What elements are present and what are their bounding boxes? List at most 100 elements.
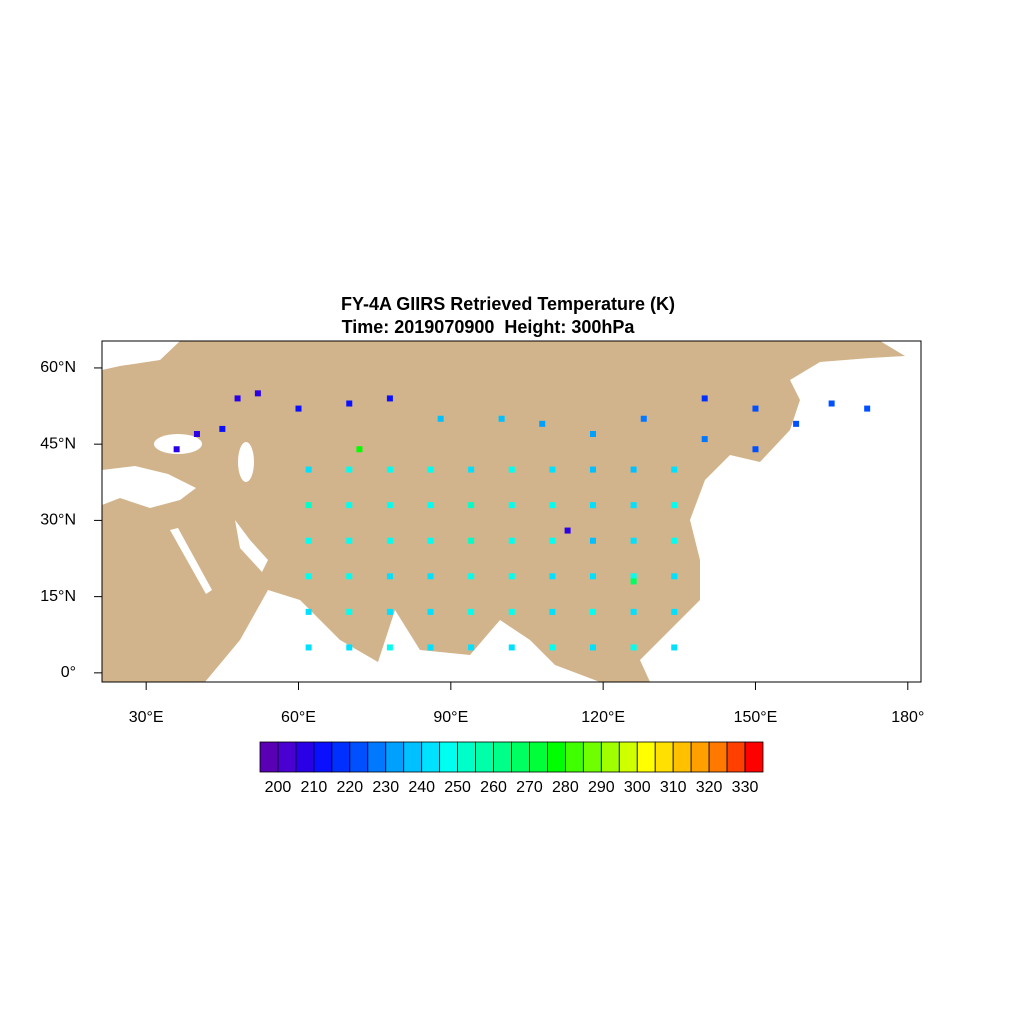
data-point bbox=[701, 436, 708, 443]
data-point bbox=[386, 644, 393, 651]
data-point bbox=[630, 578, 637, 585]
colorbar-label: 300 bbox=[624, 779, 651, 796]
data-point bbox=[346, 537, 353, 544]
x-tick-label: 30°E bbox=[129, 709, 164, 726]
data-point bbox=[356, 446, 363, 453]
arabian-gulf bbox=[235, 520, 268, 572]
colorbar-label: 220 bbox=[336, 779, 363, 796]
data-point bbox=[468, 466, 475, 473]
data-point bbox=[671, 466, 678, 473]
data-point bbox=[437, 415, 444, 422]
colorbar-label: 290 bbox=[588, 779, 615, 796]
y-tick-label: 60°N bbox=[40, 359, 76, 376]
colorbar-label: 230 bbox=[372, 779, 399, 796]
data-point bbox=[630, 644, 637, 651]
data-point bbox=[640, 415, 647, 422]
basemap bbox=[102, 341, 921, 682]
colorbar-box bbox=[654, 741, 674, 773]
colorbar-label: 310 bbox=[660, 779, 687, 796]
colorbar-box bbox=[277, 741, 297, 773]
data-point bbox=[828, 400, 835, 407]
data-point bbox=[630, 573, 637, 580]
data-point bbox=[589, 431, 596, 437]
data-point bbox=[793, 420, 800, 427]
data-point bbox=[508, 466, 515, 473]
indian-ocean bbox=[205, 590, 600, 682]
colorbar-box bbox=[582, 741, 602, 773]
colorbar-box bbox=[547, 741, 566, 773]
data-point bbox=[305, 644, 312, 651]
data-point bbox=[468, 537, 475, 544]
data-point bbox=[346, 400, 353, 407]
colorbar-box bbox=[385, 741, 405, 773]
data-point bbox=[508, 537, 515, 544]
data-point bbox=[427, 502, 434, 509]
colorbar-box bbox=[313, 741, 333, 773]
data-point bbox=[589, 466, 596, 473]
colorbar-box bbox=[708, 741, 728, 773]
data-point bbox=[752, 446, 759, 453]
x-tick-label: 180° bbox=[891, 709, 924, 726]
data-point bbox=[589, 644, 596, 651]
data-point bbox=[671, 573, 678, 580]
red-sea bbox=[170, 528, 212, 594]
data-point bbox=[427, 466, 434, 473]
data-point bbox=[468, 608, 475, 615]
colorbar-box bbox=[636, 741, 656, 773]
map-subtitle: Time: 2019070900 Height: 300hPa bbox=[342, 317, 636, 337]
data-point bbox=[630, 466, 637, 473]
colorbar-box bbox=[618, 741, 638, 773]
colorbar-box bbox=[439, 741, 459, 773]
data-point bbox=[564, 527, 571, 534]
colorbar-label: 270 bbox=[516, 779, 543, 796]
data-point bbox=[427, 573, 434, 580]
data-point bbox=[752, 405, 759, 412]
arctic-ocean bbox=[102, 341, 180, 370]
y-tick-label: 30°N bbox=[40, 512, 76, 529]
data-point bbox=[305, 466, 312, 473]
data-point bbox=[346, 608, 353, 615]
data-point bbox=[671, 502, 678, 509]
data-point bbox=[468, 644, 475, 651]
colorbar-label: 330 bbox=[732, 779, 759, 796]
plot-frame bbox=[101, 340, 922, 683]
data-point bbox=[508, 502, 515, 509]
data-point bbox=[539, 420, 546, 427]
data-point bbox=[630, 608, 637, 615]
data-point bbox=[386, 502, 393, 509]
data-point bbox=[549, 608, 556, 615]
colorbar-box bbox=[475, 741, 494, 773]
data-point bbox=[671, 608, 678, 615]
y-tick-label: 45°N bbox=[40, 435, 76, 452]
data-point bbox=[589, 502, 596, 509]
data-point bbox=[305, 537, 312, 544]
data-point bbox=[468, 502, 475, 509]
colorbar-label: 240 bbox=[408, 779, 435, 796]
data-point bbox=[549, 537, 556, 544]
y-tick-label: 0° bbox=[61, 664, 76, 681]
data-point bbox=[386, 466, 393, 473]
data-point bbox=[386, 537, 393, 544]
colorbar-box bbox=[259, 741, 279, 773]
data-point bbox=[549, 502, 556, 509]
colorbar-label: 280 bbox=[552, 779, 579, 796]
data-point bbox=[427, 537, 434, 544]
data-point bbox=[468, 573, 475, 580]
data-point bbox=[671, 537, 678, 544]
data-point bbox=[427, 644, 434, 651]
colorbar-label: 260 bbox=[480, 779, 507, 796]
data-point bbox=[589, 608, 596, 615]
data-point bbox=[589, 573, 596, 580]
data-point bbox=[508, 608, 515, 615]
data-point bbox=[508, 573, 515, 580]
colorbar-box bbox=[726, 741, 746, 773]
x-tick-label: 150°E bbox=[734, 709, 778, 726]
points-layer bbox=[173, 390, 871, 651]
data-point bbox=[701, 395, 708, 402]
data-point bbox=[864, 405, 871, 412]
x-tick-label: 120°E bbox=[581, 709, 625, 726]
colorbar-box bbox=[744, 741, 764, 773]
colorbar-box bbox=[600, 741, 620, 773]
data-point bbox=[295, 405, 302, 412]
data-point bbox=[630, 537, 637, 544]
